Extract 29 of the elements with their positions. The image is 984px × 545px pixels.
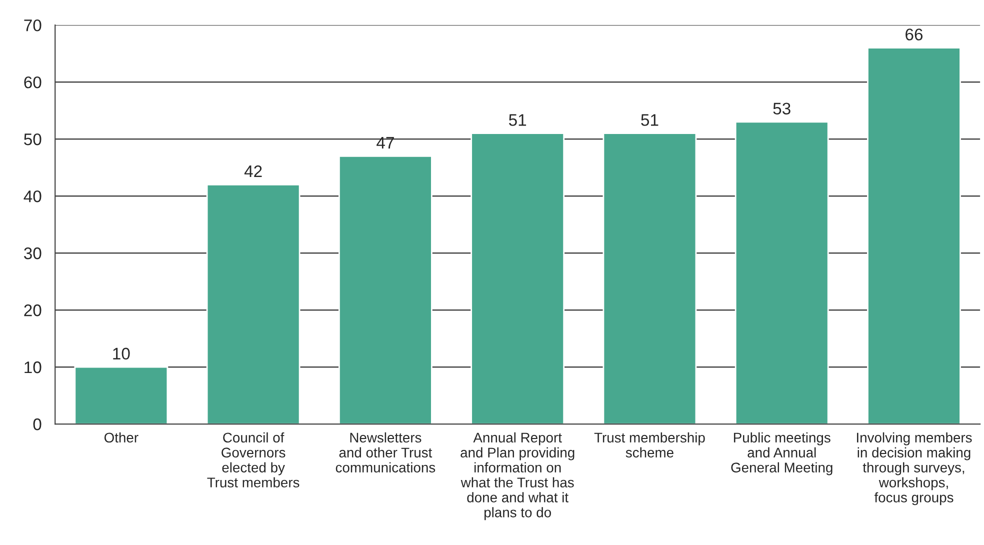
x-tick-label: Newsletters and other Trust communications	[336, 432, 436, 472]
bar	[602, 132, 697, 424]
bar	[74, 366, 168, 424]
x-tick-label: Involving members in decision making through surveys, workshops, focus groups	[857, 432, 972, 506]
y-tick-label: 50	[24, 133, 42, 146]
x-tick-label: Annual Report and Plan providing information on what the Trust has done and what it plans to do	[460, 432, 574, 520]
y-tick-label: 30	[24, 247, 42, 260]
x-tick-label: Council of Governors elected by Trust members	[207, 432, 300, 488]
y-tick-label: 70	[24, 19, 42, 32]
y-tick-label: 10	[24, 361, 42, 374]
bar	[867, 47, 961, 424]
x-tick-label: Other	[104, 432, 138, 443]
data-label: 51	[641, 114, 658, 126]
bar	[734, 121, 829, 424]
data-label: 66	[906, 28, 923, 40]
y-tick-label: 20	[24, 304, 42, 316]
data-label: 10	[113, 348, 130, 360]
x-tick-label: Trust membership scheme	[594, 432, 705, 458]
data-label: 51	[508, 114, 526, 126]
bar	[338, 155, 432, 424]
y-tick-label: 40	[24, 190, 42, 202]
data-label: 42	[244, 165, 262, 178]
bar	[206, 184, 300, 424]
y-tick-label: 0	[33, 418, 42, 430]
data-label: 47	[376, 137, 394, 149]
x-tick-label: Public meetings and Annual General Meeting	[731, 432, 832, 476]
bar	[470, 132, 565, 424]
data-label: 53	[773, 102, 790, 114]
y-tick-label: 60	[24, 76, 42, 88]
